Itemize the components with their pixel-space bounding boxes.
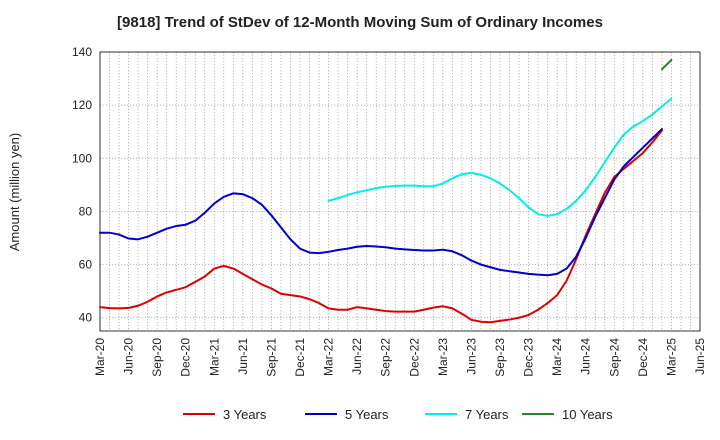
y-tick-label: 80 [79, 204, 93, 218]
x-tick-label: Sep-23 [493, 338, 507, 377]
x-tick-label: Sep-24 [607, 338, 621, 377]
y-tick-label: 60 [79, 258, 93, 272]
legend-label: 3 Years [223, 407, 267, 422]
series-lines [99, 58, 673, 324]
x-tick-label: Dec-20 [179, 338, 193, 377]
y-tick-label: 40 [79, 311, 93, 325]
x-tick-label: Sep-22 [379, 338, 393, 377]
x-tick-label: Sep-20 [150, 338, 164, 377]
x-tick-label: Jun-22 [350, 338, 364, 375]
x-tick-label: Jun-24 [579, 338, 593, 375]
x-tick-label: Dec-23 [522, 338, 536, 377]
series-line-5-years [99, 128, 663, 277]
series-line-10-years [660, 58, 673, 71]
legend-item: 5 Years [305, 407, 389, 422]
x-tick-label: Jun-25 [693, 338, 707, 375]
grid-lines [100, 51, 700, 331]
x-tick-label: Dec-22 [407, 338, 421, 377]
y-tick-label: 140 [72, 45, 92, 59]
x-tick-label: Dec-24 [636, 338, 650, 377]
legend-item: 10 Years [522, 407, 613, 422]
axes: 40 60 80 100 120 140 Mar-20 Jun-20 Sep-20 Dec-20 M… [72, 45, 707, 377]
series-line-7-years [327, 97, 673, 217]
x-tick-label: Mar-20 [93, 338, 107, 376]
legend-item: 3 Years [183, 407, 267, 422]
legend-label: 5 Years [345, 407, 389, 422]
x-tick-label: Jun-23 [464, 338, 478, 375]
x-tick-label: Sep-21 [264, 338, 278, 377]
legend-label: 10 Years [562, 407, 613, 422]
x-tick-label: Mar-21 [207, 338, 221, 376]
legend: 3 Years 5 Years 7 Years 10 Years [183, 407, 613, 422]
plot-frame [99, 51, 701, 332]
series-line-3-years [99, 129, 663, 324]
chart-title: [9818] Trend of StDev of 12-Month Moving… [117, 14, 603, 31]
legend-item: 7 Years [425, 407, 509, 422]
x-tick-label: Dec-21 [293, 338, 307, 377]
x-tick-label: Mar-22 [322, 338, 336, 376]
x-tick-label: Jun-21 [236, 338, 250, 375]
y-axis-title: Amount (million yen) [7, 133, 22, 252]
x-tick-label: Mar-23 [436, 338, 450, 376]
x-tick-label: Jun-20 [122, 338, 136, 375]
x-tick-label: Mar-25 [664, 338, 678, 376]
x-tick-label: Mar-24 [550, 338, 564, 376]
y-tick-label: 120 [72, 98, 92, 112]
legend-label: 7 Years [465, 407, 509, 422]
y-tick-label: 100 [72, 151, 92, 165]
